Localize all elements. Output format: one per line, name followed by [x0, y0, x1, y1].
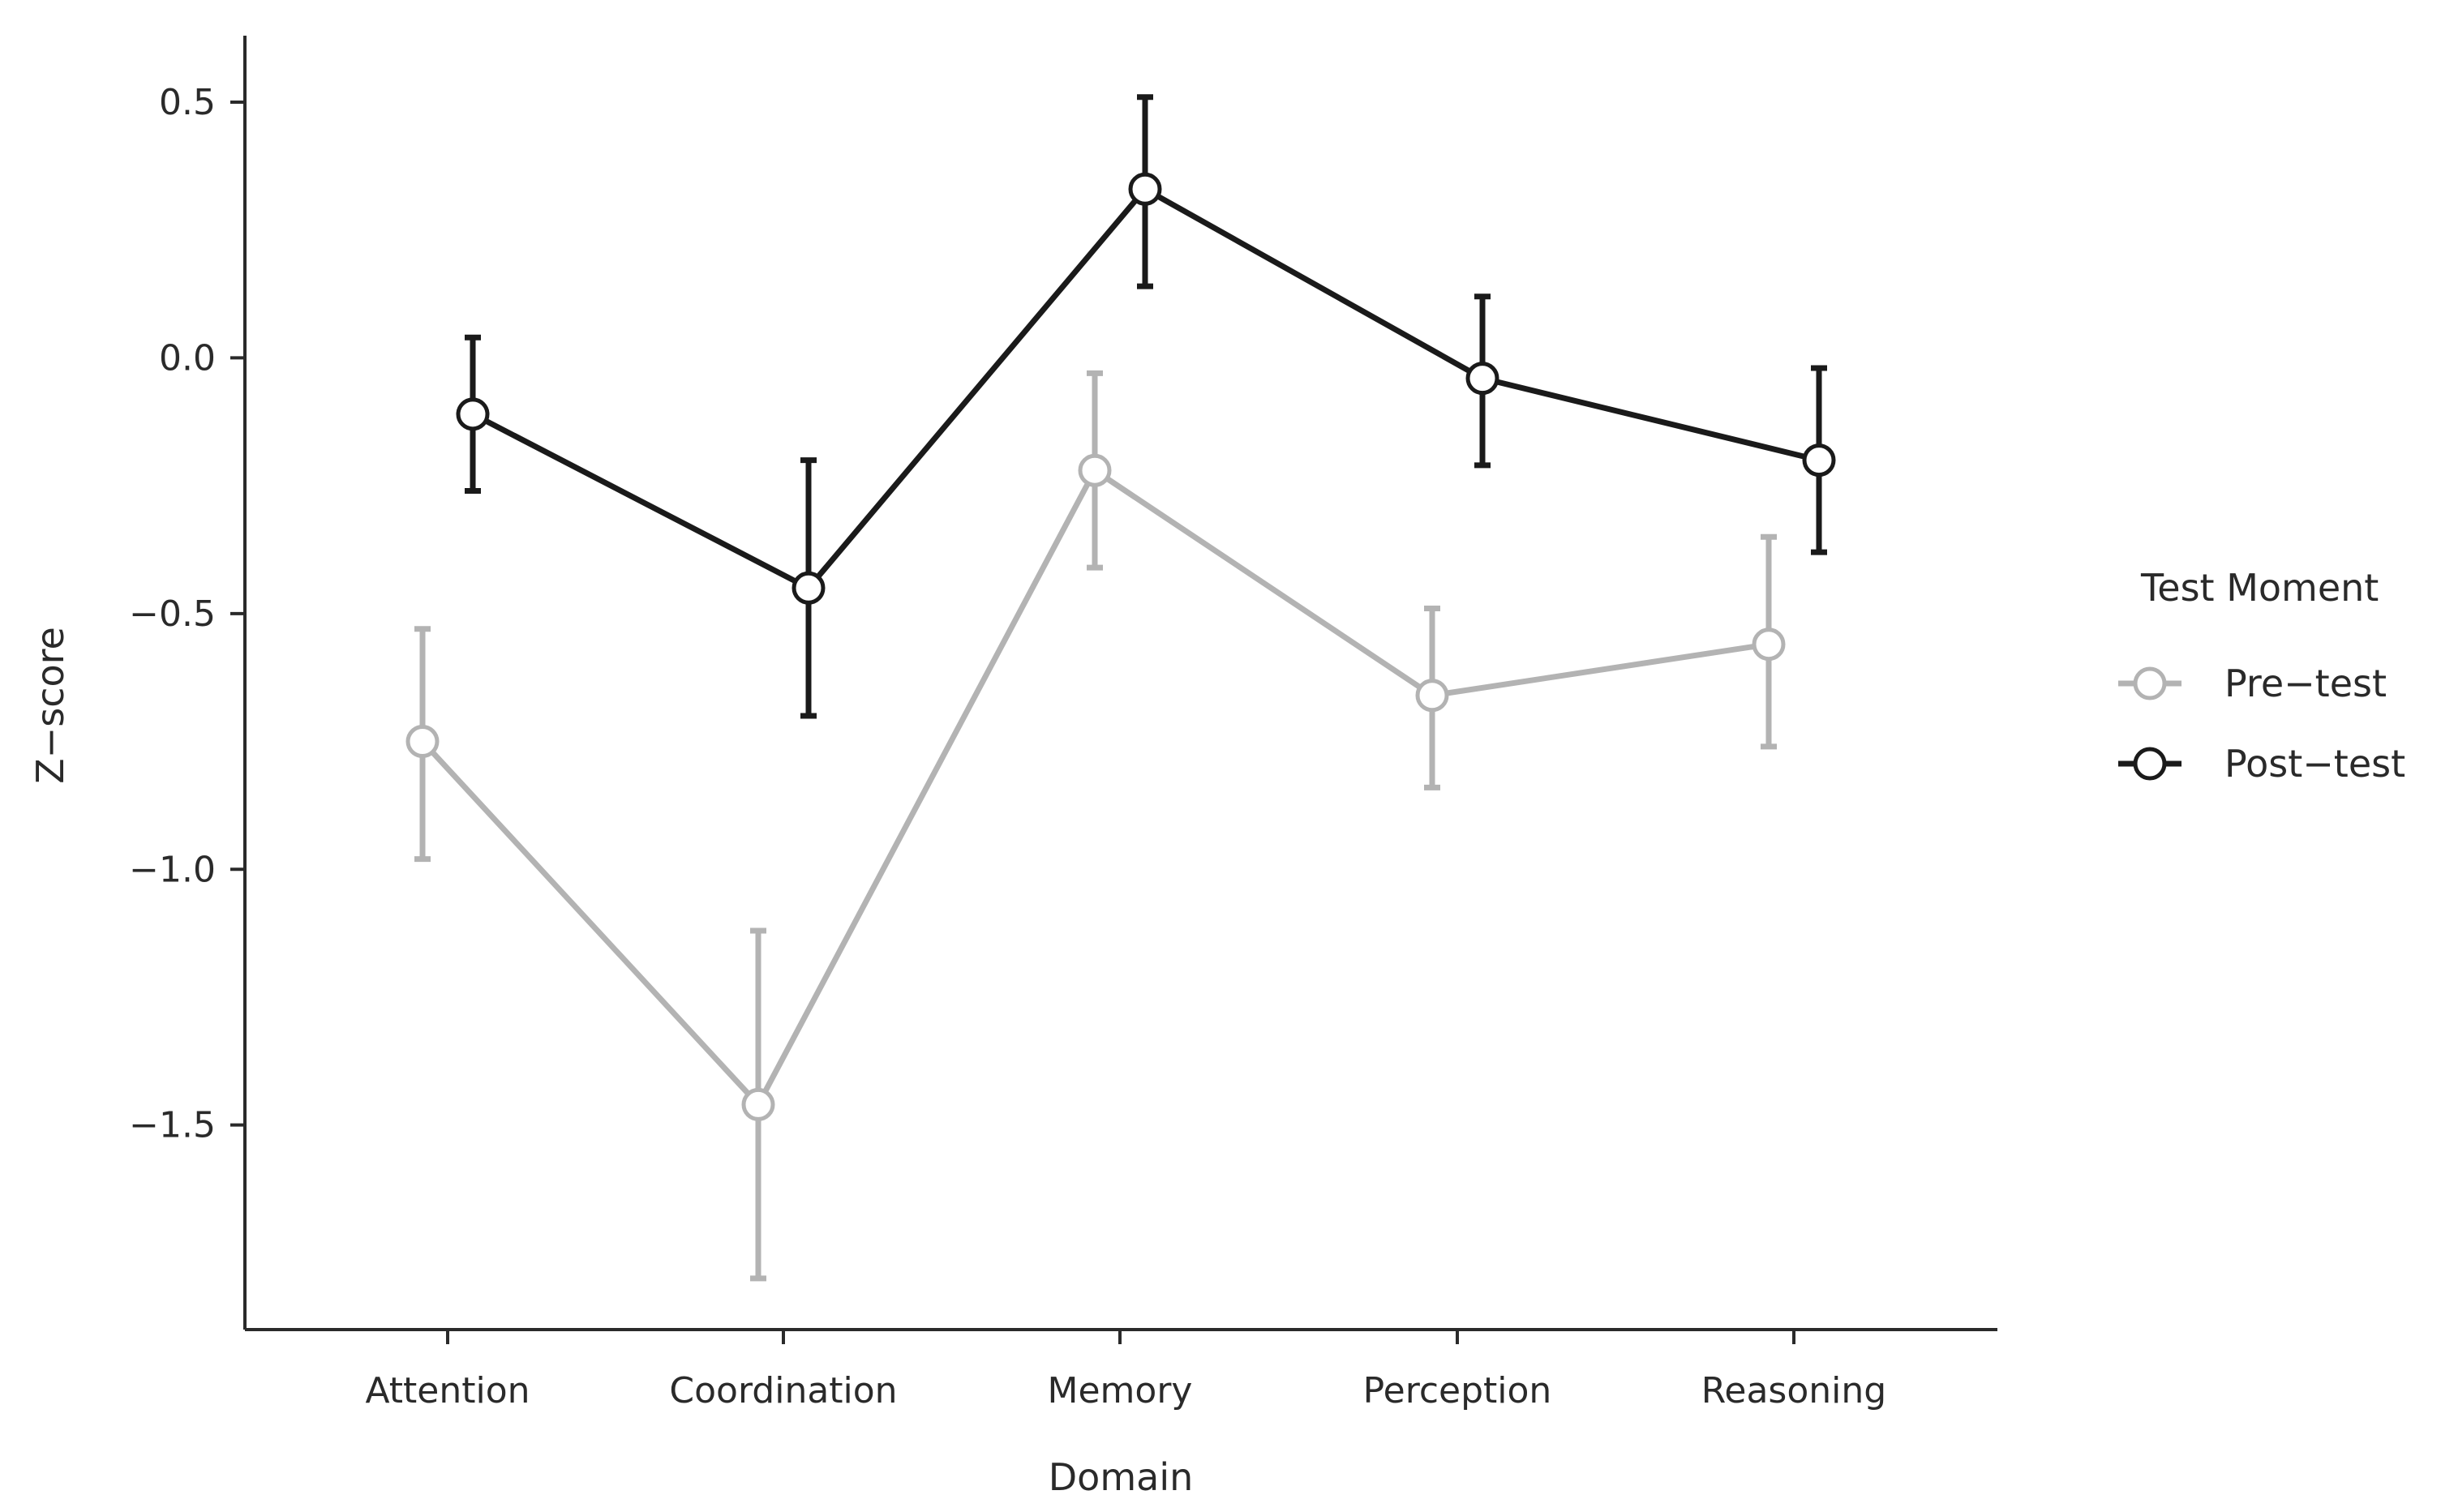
y-tick-label: −1.0: [129, 849, 216, 890]
x-tick-label: Reasoning: [1701, 1370, 1886, 1411]
legend-items: Pre−test Post−test: [2118, 662, 2405, 786]
legend-item-post-test: Post−test: [2118, 742, 2405, 786]
legend-item-pre-test: Pre−test: [2118, 662, 2387, 705]
data-point: [1415, 679, 1449, 713]
data-point: [1752, 628, 1786, 662]
legend-marker: [2133, 666, 2167, 700]
x-ticks: Attention Coordination Memory Perception Rea…: [365, 1330, 1886, 1411]
series-post-test: [456, 94, 1836, 719]
data-point: [1078, 453, 1112, 487]
y-tick-label: 0.0: [159, 337, 216, 379]
data-point: [792, 571, 826, 605]
series-layer: [405, 94, 1836, 1282]
x-tick-label: Memory: [1048, 1370, 1193, 1411]
x-tick-label: Attention: [365, 1370, 530, 1411]
x-tick-label: Coordination: [669, 1370, 897, 1411]
x-tick-label: Perception: [1363, 1370, 1552, 1411]
data-point: [1802, 443, 1836, 478]
series-pre-test: [405, 370, 1786, 1282]
legend-label: Post−test: [2224, 742, 2405, 786]
legend: Test Moment Pre−test Post−test: [2118, 566, 2405, 786]
y-tick-label: 0.5: [159, 82, 216, 123]
data-point: [456, 397, 490, 431]
y-ticks: 0.5 0.0 −0.5 −1.0 −1.5: [129, 82, 245, 1146]
data-point: [405, 725, 440, 759]
data-point: [1128, 172, 1162, 206]
y-axis-title: Z−score: [28, 627, 72, 784]
data-point: [741, 1087, 775, 1121]
data-point: [1465, 362, 1499, 396]
x-axis-title: Domain: [1049, 1455, 1194, 1499]
axes: [243, 36, 1997, 1331]
y-tick-label: −0.5: [129, 593, 216, 635]
legend-title: Test Moment: [2140, 566, 2379, 610]
legend-marker: [2133, 747, 2167, 781]
legend-label: Pre−test: [2224, 662, 2387, 705]
y-tick-label: −1.5: [129, 1105, 216, 1146]
